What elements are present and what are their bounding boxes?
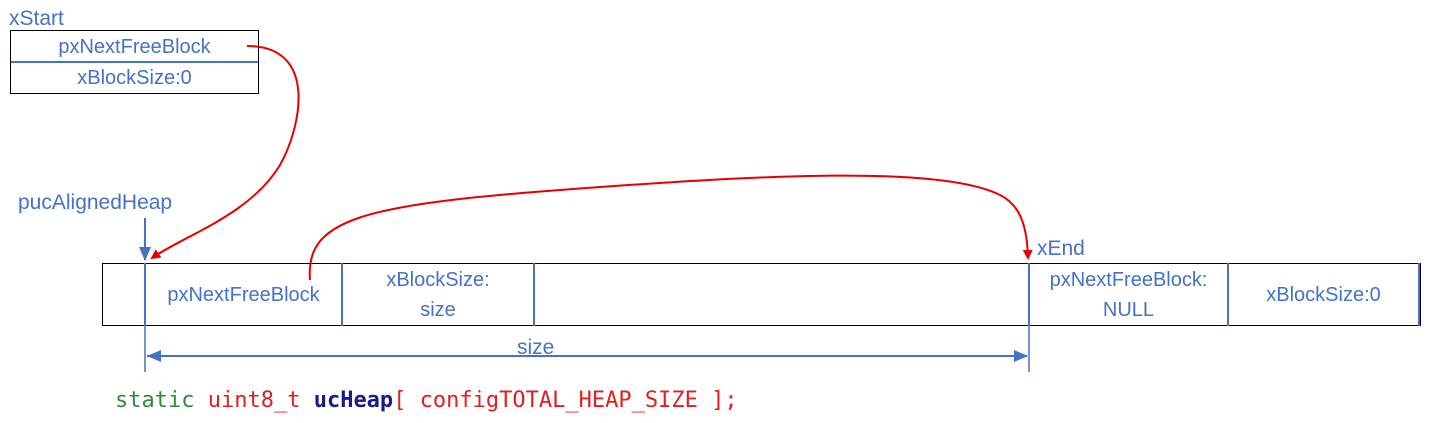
code-keyword: static [115, 388, 195, 413]
code-identifier: ucHeap [313, 388, 394, 413]
heap-block-size-line1: xBlockSize: [386, 268, 490, 291]
xend-next-free-block-line2: NULL [1102, 298, 1155, 321]
code-open-bracket: [ [393, 388, 407, 413]
xend-next-free-block-line1: pxNextFreeBlock: [1049, 268, 1208, 291]
xstart-label: xStart [9, 7, 64, 30]
heap-divider-xend [1028, 263, 1030, 326]
heap-next-free-block: pxNextFreeBlock [167, 283, 320, 306]
code-close: ]; [711, 388, 738, 413]
xstart-next-free-block: pxNextFreeBlock [58, 35, 211, 58]
heap-divider-2 [533, 263, 535, 326]
code-type: uint8_t [207, 388, 301, 413]
heap-block-size-line2: size [420, 298, 456, 321]
heap-array [102, 263, 1421, 326]
size-dimension-label: size [517, 336, 555, 359]
xstart-box: pxNextFreeBlock xBlockSize:0 [10, 30, 259, 94]
heap-divider-start [144, 263, 146, 326]
xend-block-size: xBlockSize:0 [1266, 283, 1381, 306]
heap-divider-xend-mid [1227, 263, 1229, 326]
heap-pointer-label: pucAlignedHeap [18, 191, 173, 214]
heap-divider-end [1418, 263, 1420, 326]
code-declaration: static uint8_t ucHeap[ configTOTAL_HEAP_… [115, 388, 738, 413]
size-dimension-arrowhead-left [147, 350, 161, 362]
xstart-block-size: xBlockSize:0 [77, 66, 192, 89]
xend-next-free-block: pxNextFreeBlock: NULL [1030, 263, 1227, 326]
heap-divider-1 [341, 263, 343, 326]
code-macro: configTOTAL_HEAP_SIZE [419, 388, 698, 413]
xstart-to-heap-arrow [150, 45, 300, 260]
xstart-divider [11, 61, 258, 63]
heap-block-size: xBlockSize: size [343, 263, 533, 326]
heap-to-xend-arrow [308, 174, 1033, 281]
xend-label: xEnd [1037, 237, 1085, 260]
